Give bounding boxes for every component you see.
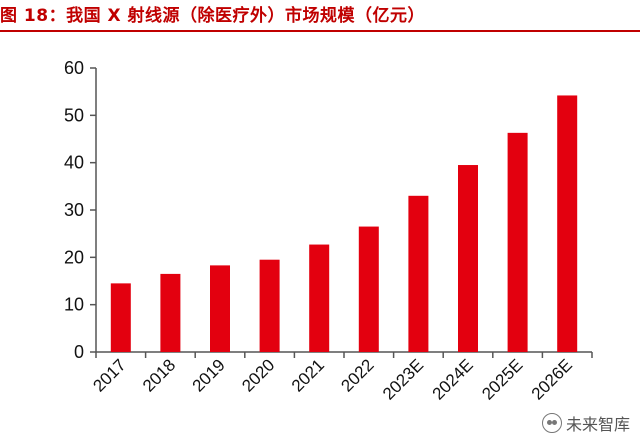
x-category-label: 2022 xyxy=(337,355,377,395)
y-tick-label: 50 xyxy=(64,105,84,125)
x-category-label: 2023E xyxy=(379,355,427,403)
bar-2021 xyxy=(309,244,330,352)
x-category-label: 2017 xyxy=(89,355,129,395)
bars xyxy=(110,95,578,352)
x-category-label: 2024E xyxy=(429,355,477,403)
bar-2023E xyxy=(408,195,429,352)
x-category-label: 2020 xyxy=(238,355,278,395)
bar-2022 xyxy=(358,226,379,352)
wechat-icon xyxy=(541,413,562,433)
y-tick-label: 60 xyxy=(64,58,84,78)
x-axis: 2017 2018 2019 2020 2021 2022 2023E 2024E 2025E 2… xyxy=(89,351,593,404)
x-category-label: 2021 xyxy=(288,355,328,395)
watermark-text: 未来智库 xyxy=(565,415,630,434)
bar-2025E xyxy=(507,132,528,352)
title-rule xyxy=(0,30,640,32)
x-category-label: 2025E xyxy=(478,355,526,403)
chart-title: 图 18：我国 X 射线源（除医疗外）市场规模（亿元） xyxy=(0,6,426,26)
bar-2018 xyxy=(160,273,181,352)
bar-2017 xyxy=(110,283,131,352)
x-category-label: 2018 xyxy=(139,355,179,395)
y-axis: 0 10 20 30 40 50 60 xyxy=(64,58,97,362)
y-tick-label: 40 xyxy=(64,153,84,173)
x-category-label: 2019 xyxy=(189,355,229,395)
bar-2024E xyxy=(458,165,478,352)
y-tick-label: 30 xyxy=(64,200,84,220)
x-category-label: 2026E xyxy=(528,355,576,403)
y-tick-label: 10 xyxy=(64,295,84,315)
bar-2020 xyxy=(259,259,280,352)
bar-2019 xyxy=(210,265,230,352)
bar-2026E xyxy=(557,95,578,352)
watermark: 未来智库 xyxy=(539,411,632,435)
y-tick-label: 0 xyxy=(74,342,84,362)
y-tick-label: 20 xyxy=(64,247,84,267)
